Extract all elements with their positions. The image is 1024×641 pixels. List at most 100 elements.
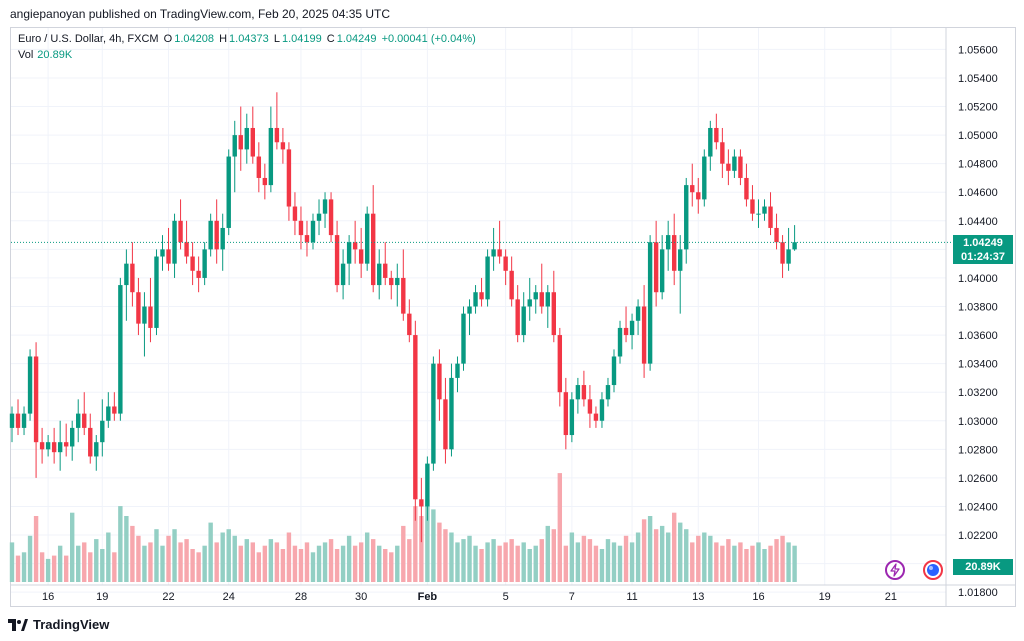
y-tick-label: 1.05600 <box>958 44 998 56</box>
candle-body <box>407 313 412 336</box>
candle-body <box>184 242 189 257</box>
candle-body <box>726 163 731 171</box>
volume-bar <box>521 542 526 582</box>
candle-body <box>672 235 677 271</box>
volume-label[interactable]: Vol <box>18 49 34 61</box>
candle-body <box>202 249 207 278</box>
candle-body <box>190 256 195 271</box>
volume-bar <box>220 532 225 582</box>
change-value: +0.00041 (+0.04%) <box>381 33 476 45</box>
y-tick-label: 1.03400 <box>958 359 998 371</box>
open-value: 1.04208 <box>174 33 214 45</box>
candle-body <box>774 227 779 243</box>
last-price-tag: 1.04249 01:24:37 <box>953 235 1013 265</box>
candle-body <box>106 406 111 421</box>
volume-bar <box>467 535 472 582</box>
close-value: 1.04249 <box>336 33 377 45</box>
volume-bar <box>587 539 593 582</box>
volume-bar <box>653 529 659 582</box>
candle-body <box>70 427 75 447</box>
volume-bar <box>184 539 189 582</box>
symbol-name[interactable]: Euro / U.S. Dollar, 4h, FXCM <box>18 33 159 45</box>
candle-body <box>497 249 502 257</box>
volume-bar <box>256 552 262 582</box>
x-tick-label: 28 <box>295 591 307 603</box>
volume-bar <box>136 535 141 582</box>
low-label: L <box>273 33 280 45</box>
volume-bar <box>94 539 99 582</box>
x-tick-label: 13 <box>692 591 704 603</box>
candle-body <box>322 199 328 214</box>
candle-body <box>395 277 400 286</box>
candle-body <box>792 242 797 250</box>
volume-bar <box>750 545 755 582</box>
volume-bar <box>629 542 635 582</box>
candle-body <box>358 249 364 264</box>
y-tick-label: 1.02400 <box>958 501 998 513</box>
candle-body <box>419 499 424 507</box>
candle-body <box>100 420 105 443</box>
candle-body <box>220 227 225 250</box>
volume-bar <box>322 542 328 582</box>
candle-body <box>292 206 298 221</box>
candle-body <box>533 292 538 300</box>
candle-body <box>569 399 575 436</box>
volume-bar <box>268 539 274 582</box>
volume-bar <box>33 516 39 582</box>
volume-bar <box>635 532 641 582</box>
volume-bar <box>792 545 797 582</box>
volume-bar <box>611 542 617 582</box>
volume-bar <box>605 539 611 582</box>
footer-brand[interactable]: TradingView <box>8 617 109 632</box>
y-tick-label: 1.03000 <box>958 416 998 428</box>
candle-body <box>39 442 45 450</box>
lightning-icon[interactable] <box>885 560 905 580</box>
low-value: 1.04199 <box>281 33 322 45</box>
candle-body <box>232 135 237 157</box>
volume-bar <box>334 549 340 582</box>
volume-bar <box>443 529 448 582</box>
last-price: 1.04249 <box>963 237 1003 250</box>
candle-body <box>696 192 701 200</box>
volume-bar <box>696 535 701 582</box>
y-tick-label: 1.04600 <box>958 187 998 199</box>
candle-body <box>9 413 15 428</box>
y-tick-label: 1.02600 <box>958 473 998 485</box>
volume-bar <box>503 542 508 582</box>
globe-icon[interactable] <box>923 560 943 580</box>
candle-body <box>437 363 442 400</box>
candle-body <box>714 127 719 143</box>
y-tick-label: 1.04800 <box>958 159 998 171</box>
candle-body <box>268 127 274 186</box>
candle-body <box>611 356 617 386</box>
close-label: C <box>326 33 335 45</box>
volume-bar <box>196 552 201 582</box>
y-tick-label: 1.02200 <box>958 530 998 542</box>
candle-body <box>112 406 117 414</box>
volume-bar <box>160 545 165 582</box>
candle-body <box>521 306 526 336</box>
candle-body <box>118 285 123 414</box>
volume-bar <box>238 545 243 582</box>
candle-body <box>389 277 394 286</box>
volume-bar <box>100 549 105 582</box>
volume-legend: Vol 20.89K <box>18 49 72 61</box>
candle-body <box>196 270 201 278</box>
volume-bar <box>641 519 647 582</box>
volume-bar <box>599 549 605 582</box>
x-tick-label: 21 <box>885 591 897 603</box>
candle-body <box>605 385 611 400</box>
volume-bar <box>407 539 412 582</box>
volume-bar <box>112 552 117 582</box>
candle-body <box>762 206 767 214</box>
volume-bar <box>563 545 569 582</box>
candle-body <box>425 463 430 507</box>
x-tick-label: 11 <box>626 591 637 603</box>
candle-body <box>166 249 171 264</box>
candle-body <box>479 292 484 300</box>
volume-bar <box>166 535 171 582</box>
y-tick-label: 1.05400 <box>958 73 998 85</box>
candle-body <box>178 220 183 243</box>
candle-body <box>310 220 316 243</box>
